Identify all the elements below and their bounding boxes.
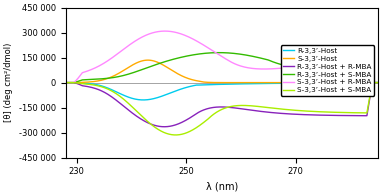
S-3,3’-Host + S-MBA (376, 81, 380, 84)
R-3,3’-Host + S-MBA (119, 75, 123, 77)
S-3,3’-Host + R-MBA (119, 50, 123, 52)
S-3,3’-Host + R-MBA (205, 46, 210, 49)
R-3,3’-Host (119, 93, 123, 95)
R-3,3’-Host + S-MBA (248, 55, 253, 57)
S-3,3’-Host + R-MBA (248, 67, 253, 69)
R-3,3’-Host + S-MBA (205, 52, 209, 54)
S-3,3’-Host + R-MBA (376, 81, 380, 84)
R-3,3’-Host (141, 99, 146, 101)
Line: R-3,3’-Host + S-MBA: R-3,3’-Host + S-MBA (66, 53, 378, 83)
R-3,3’-Host (272, 82, 277, 84)
S-3,3’-Host + S-MBA (63, 81, 68, 84)
S-3,3’-Host + S-MBA (144, 119, 148, 121)
S-3,3’-Host + S-MBA (205, 118, 210, 121)
S-3,3’-Host + R-MBA (63, 81, 68, 84)
Legend: R-3,3’-Host, S-3,3’-Host, R-3,3’-Host + R-MBA, R-3,3’-Host + S-MBA, S-3,3’-Host : R-3,3’-Host, S-3,3’-Host, R-3,3’-Host + … (281, 45, 374, 96)
R-3,3’-Host + R-MBA (272, 112, 277, 114)
S-3,3’-Host + S-MBA (272, 107, 277, 110)
Line: S-3,3’-Host + R-MBA: S-3,3’-Host + R-MBA (66, 31, 378, 83)
Line: S-3,3’-Host + S-MBA: S-3,3’-Host + S-MBA (66, 83, 378, 135)
S-3,3’-Host (376, 81, 380, 84)
Line: R-3,3’-Host + R-MBA: R-3,3’-Host + R-MBA (66, 83, 378, 127)
R-3,3’-Host + S-MBA (272, 61, 277, 64)
R-3,3’-Host + S-MBA (299, 67, 304, 69)
R-3,3’-Host + R-MBA (63, 81, 68, 84)
R-3,3’-Host (376, 81, 380, 84)
R-3,3’-Host + R-MBA (144, 121, 148, 123)
S-3,3’-Host (272, 81, 277, 84)
S-3,3’-Host + S-MBA (119, 96, 123, 98)
R-3,3’-Host + R-MBA (248, 109, 253, 111)
R-3,3’-Host + R-MBA (162, 126, 167, 128)
R-3,3’-Host + R-MBA (119, 103, 123, 105)
R-3,3’-Host + S-MBA (217, 52, 221, 54)
S-3,3’-Host + S-MBA (173, 134, 178, 136)
S-3,3’-Host + S-MBA (299, 110, 304, 112)
S-3,3’-Host + R-MBA (272, 67, 277, 70)
R-3,3’-Host + S-MBA (144, 67, 148, 69)
R-3,3’-Host + R-MBA (299, 113, 304, 116)
R-3,3’-Host + S-MBA (63, 81, 68, 84)
R-3,3’-Host (205, 83, 210, 86)
S-3,3’-Host + R-MBA (299, 65, 304, 68)
R-3,3’-Host (299, 82, 304, 84)
S-3,3’-Host (299, 81, 304, 84)
S-3,3’-Host (63, 81, 68, 84)
S-3,3’-Host + R-MBA (162, 30, 167, 32)
R-3,3’-Host (248, 83, 253, 85)
S-3,3’-Host (205, 81, 210, 83)
S-3,3’-Host + S-MBA (248, 104, 253, 107)
Line: R-3,3’-Host: R-3,3’-Host (66, 83, 378, 100)
R-3,3’-Host + R-MBA (376, 81, 380, 84)
R-3,3’-Host (144, 99, 149, 101)
S-3,3’-Host + R-MBA (144, 34, 148, 36)
R-3,3’-Host + R-MBA (205, 108, 210, 110)
Y-axis label: [θ] (deg cm²/dmol): [θ] (deg cm²/dmol) (4, 43, 13, 122)
Line: S-3,3’-Host: S-3,3’-Host (66, 60, 378, 83)
S-3,3’-Host (248, 81, 253, 84)
S-3,3’-Host (119, 71, 123, 73)
S-3,3’-Host (146, 59, 151, 61)
S-3,3’-Host (144, 59, 148, 61)
R-3,3’-Host + S-MBA (376, 81, 380, 84)
R-3,3’-Host (63, 81, 68, 84)
X-axis label: λ (nm): λ (nm) (206, 182, 238, 192)
